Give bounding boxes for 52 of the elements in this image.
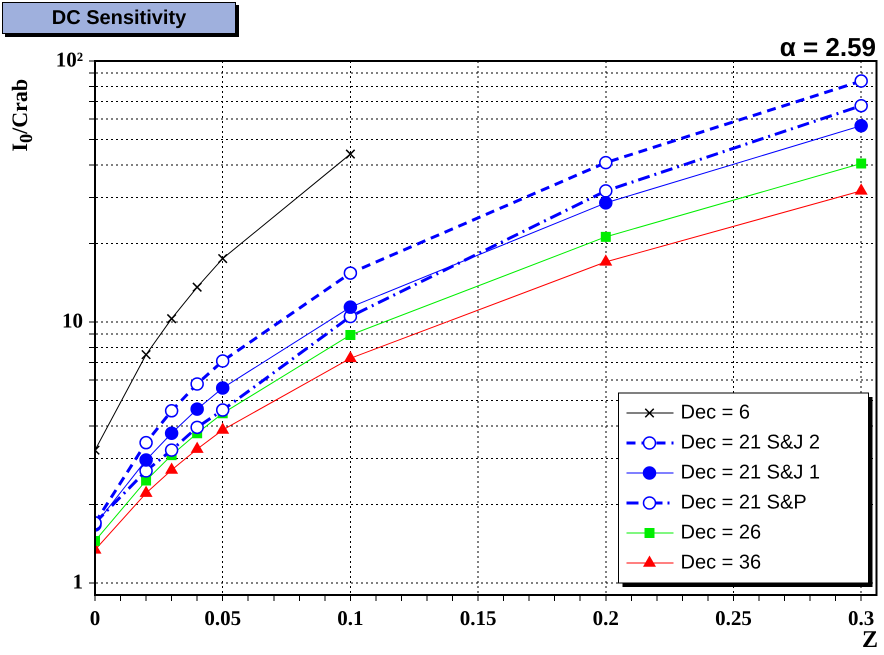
point	[139, 453, 153, 467]
point	[216, 381, 230, 395]
legend-label: Dec = 26	[680, 522, 762, 544]
point	[192, 282, 202, 292]
legend-label: Dec = 36	[680, 552, 762, 574]
point	[344, 300, 358, 314]
point	[191, 442, 204, 453]
point	[164, 426, 178, 440]
point	[345, 149, 356, 160]
point	[599, 196, 613, 210]
x-tick-label: 0	[90, 606, 100, 630]
point	[854, 118, 868, 132]
point	[140, 486, 152, 497]
chart-title: DC Sensitivity	[2, 2, 236, 34]
legend-label: Dec = 21 S&P	[680, 492, 807, 514]
annotation: α = 2.59	[780, 32, 876, 63]
point	[856, 158, 866, 168]
x-tick-label: 0.2	[592, 606, 619, 630]
x-tick-label: 0.25	[715, 606, 752, 630]
point	[854, 74, 868, 88]
point	[164, 443, 178, 457]
legend-label: Dec = 21 S&J 2	[680, 432, 820, 454]
point	[141, 350, 152, 360]
point	[345, 330, 356, 340]
point	[218, 254, 228, 264]
point	[190, 377, 204, 391]
y-tick-label: 10²	[56, 47, 83, 72]
point	[599, 184, 613, 198]
point	[855, 184, 868, 195]
point	[599, 156, 613, 170]
point	[190, 420, 204, 434]
point	[600, 232, 611, 242]
point	[344, 266, 358, 280]
x-tick-label: 0.15	[460, 606, 496, 630]
x-tick-label: 0.05	[204, 606, 242, 630]
x-tick-label: 0.1	[337, 606, 364, 630]
point	[166, 314, 177, 324]
point	[600, 255, 612, 266]
point	[854, 98, 868, 112]
point	[216, 423, 229, 434]
point	[190, 402, 204, 416]
point	[139, 436, 153, 450]
point	[216, 354, 230, 368]
y-tick-label: 1	[72, 569, 83, 594]
point	[344, 352, 356, 362]
point	[166, 463, 178, 474]
point	[164, 404, 178, 418]
legend-label: Dec = 21 S&J 1	[680, 462, 820, 484]
legend-label: Dec = 6	[680, 402, 750, 424]
point	[139, 464, 153, 478]
point	[216, 403, 230, 417]
y-tick-label: 10	[62, 308, 83, 332]
